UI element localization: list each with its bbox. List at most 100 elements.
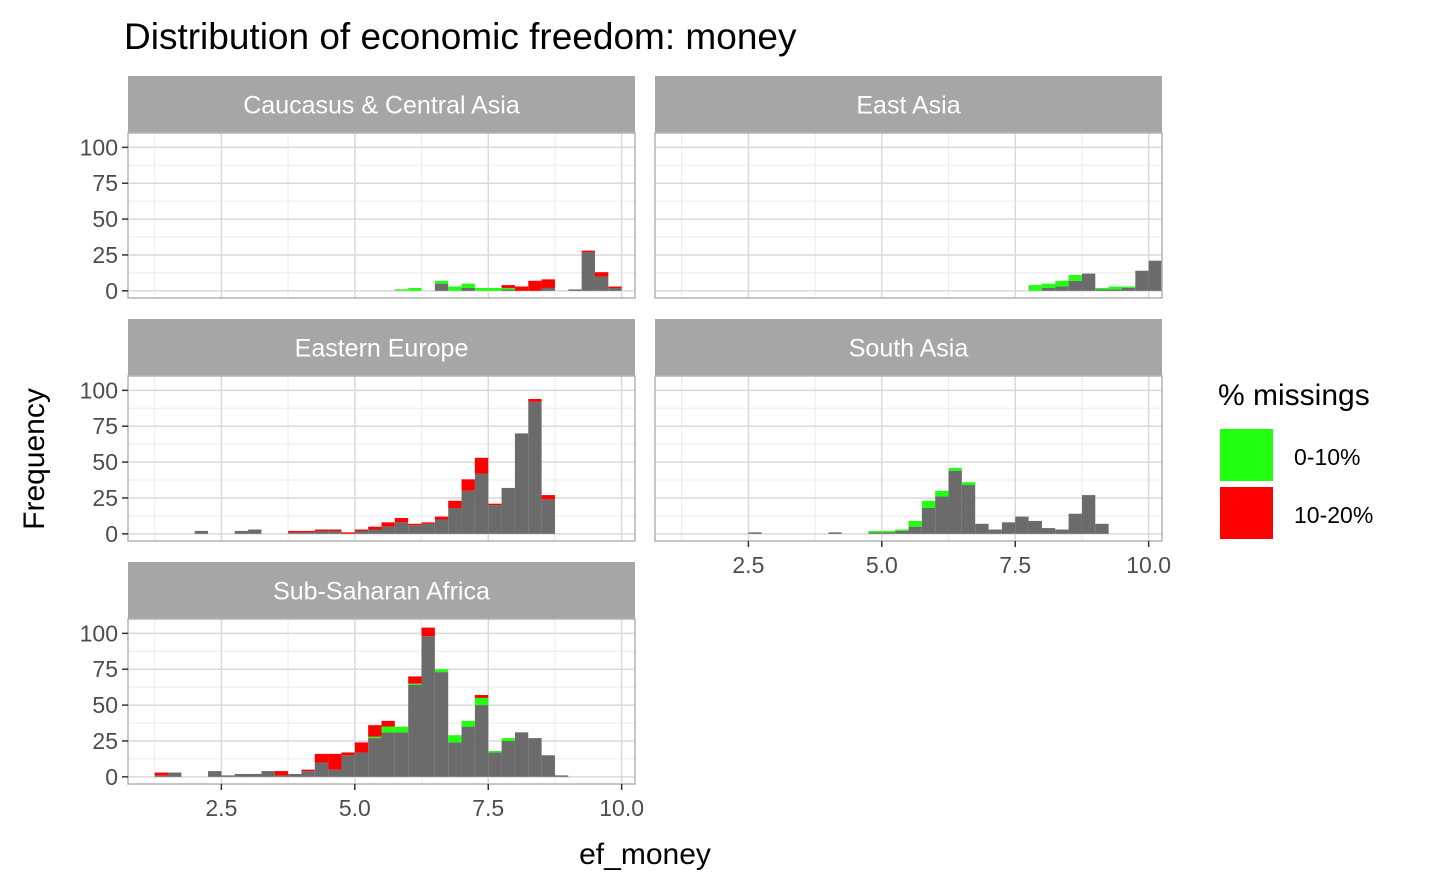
bar-missing-10-20 <box>341 752 355 756</box>
x-axis-label: ef_money <box>579 838 711 871</box>
panel-caucasus-central-asia: Caucasus & Central Asia 0 25 50 75 100 <box>80 76 636 304</box>
bar-base <box>328 530 342 534</box>
bar-base <box>394 522 409 534</box>
bar-missing-0-10 <box>394 289 409 291</box>
y-tick-label: 25 <box>92 485 118 511</box>
y-tick-label: 100 <box>80 377 118 403</box>
bar-base <box>501 487 515 534</box>
bar-base <box>1095 289 1109 291</box>
y-tick-label: 50 <box>92 449 118 475</box>
bar-base <box>1081 495 1096 534</box>
facet-strip <box>128 562 635 619</box>
x-tick-label: 5.0 <box>339 795 371 821</box>
y-tick-label: 100 <box>80 620 118 646</box>
bar-missing-10-20 <box>288 530 302 533</box>
legend-label-10-20: 10-20% <box>1294 502 1373 528</box>
y-tick-label: 75 <box>92 170 118 196</box>
bar-base <box>474 705 489 777</box>
bar-missing-0-10 <box>488 287 502 291</box>
legend-key-10-20 <box>1220 487 1273 539</box>
bar-base <box>895 530 909 534</box>
facet-strip <box>655 319 1162 376</box>
bar-missing-10-20 <box>154 772 169 776</box>
x-tick-label: 10.0 <box>599 795 644 821</box>
bar-base <box>1015 516 1029 534</box>
bar-base <box>1135 270 1149 291</box>
bar-base <box>594 276 609 291</box>
y-tick-label: 25 <box>92 728 118 754</box>
bar-missing-10-20 <box>301 769 315 772</box>
bar-base <box>1041 287 1056 291</box>
y-axis-label: Frequency <box>18 388 51 530</box>
facet-strip-label: Caucasus & Central Asia <box>243 92 520 120</box>
y-tick-label: 75 <box>92 656 118 682</box>
bar-missing-10-20 <box>368 526 382 530</box>
x-tick-label: 7.5 <box>999 552 1031 578</box>
legend-key-0-10 <box>1220 429 1273 481</box>
y-tick-label: 100 <box>80 134 118 160</box>
bar-missing-0-10 <box>1095 287 1109 290</box>
bar-missing-0-10 <box>1121 286 1136 288</box>
bar-missing-10-20 <box>301 530 315 533</box>
bar-base <box>748 532 762 534</box>
bar-base <box>541 499 555 534</box>
bar-missing-10-20 <box>474 695 489 698</box>
bar-missing-10-20 <box>541 495 555 500</box>
panel-border <box>127 375 636 542</box>
bar-base <box>1148 260 1162 291</box>
bar-base <box>461 287 475 291</box>
bar-missing-10-20 <box>421 522 435 524</box>
bar-missing-0-10 <box>461 283 475 288</box>
bar-base <box>488 752 502 777</box>
bar-base <box>474 473 489 534</box>
bar-base <box>1001 522 1016 534</box>
bar-missing-10-20 <box>328 529 342 531</box>
bar-base <box>341 755 355 777</box>
bar-missing-0-10 <box>1055 280 1069 287</box>
bar-base <box>168 772 182 777</box>
panel-eastern-europe: Eastern Europe 0 25 50 75 100 <box>80 319 636 547</box>
bar-base <box>1068 513 1082 534</box>
bar-missing-0-10 <box>948 467 962 471</box>
bar-missing-10-20 <box>394 518 409 523</box>
bar-base <box>381 732 395 777</box>
bar-base <box>488 505 502 534</box>
panel-border <box>127 132 636 299</box>
bar-missing-0-10 <box>488 751 502 753</box>
bar-base <box>328 769 342 777</box>
bar-base <box>301 771 315 777</box>
panel-south-asia: South Asia 2.5 5.0 7.5 10.0 <box>654 319 1171 578</box>
bar-missing-10-20 <box>314 753 329 763</box>
bar-base <box>988 529 1002 534</box>
bar-base <box>301 532 315 534</box>
bar-base <box>1108 289 1122 291</box>
bar-base <box>554 775 569 777</box>
bar-base <box>608 287 622 291</box>
facet-strip <box>655 76 1162 133</box>
bar-base <box>354 752 369 777</box>
bar-missing-10-20 <box>474 457 489 474</box>
panel-background <box>128 133 635 298</box>
bar-base <box>528 401 542 534</box>
bar-missing-10-20 <box>314 529 329 531</box>
bar-missing-10-20 <box>608 286 622 288</box>
bar-base <box>288 532 302 534</box>
bar-base <box>314 762 329 777</box>
bar-base <box>908 526 922 534</box>
bar-base <box>541 755 555 777</box>
bar-base <box>935 496 949 534</box>
bar-base <box>261 771 275 777</box>
bar-base <box>961 485 976 534</box>
bar-base <box>368 529 382 534</box>
bar-missing-10-20 <box>528 280 542 291</box>
bar-missing-10-20 <box>341 532 355 534</box>
bar-base <box>434 519 449 534</box>
bar-base <box>514 732 529 777</box>
x-tick-label: 2.5 <box>732 552 764 578</box>
bar-missing-10-20 <box>448 500 462 508</box>
facet-strip-label: South Asia <box>849 335 969 363</box>
y-tick-label: 75 <box>92 413 118 439</box>
bar-missing-0-10 <box>434 669 449 673</box>
panel-border <box>654 132 1163 299</box>
panel-border <box>654 375 1163 542</box>
